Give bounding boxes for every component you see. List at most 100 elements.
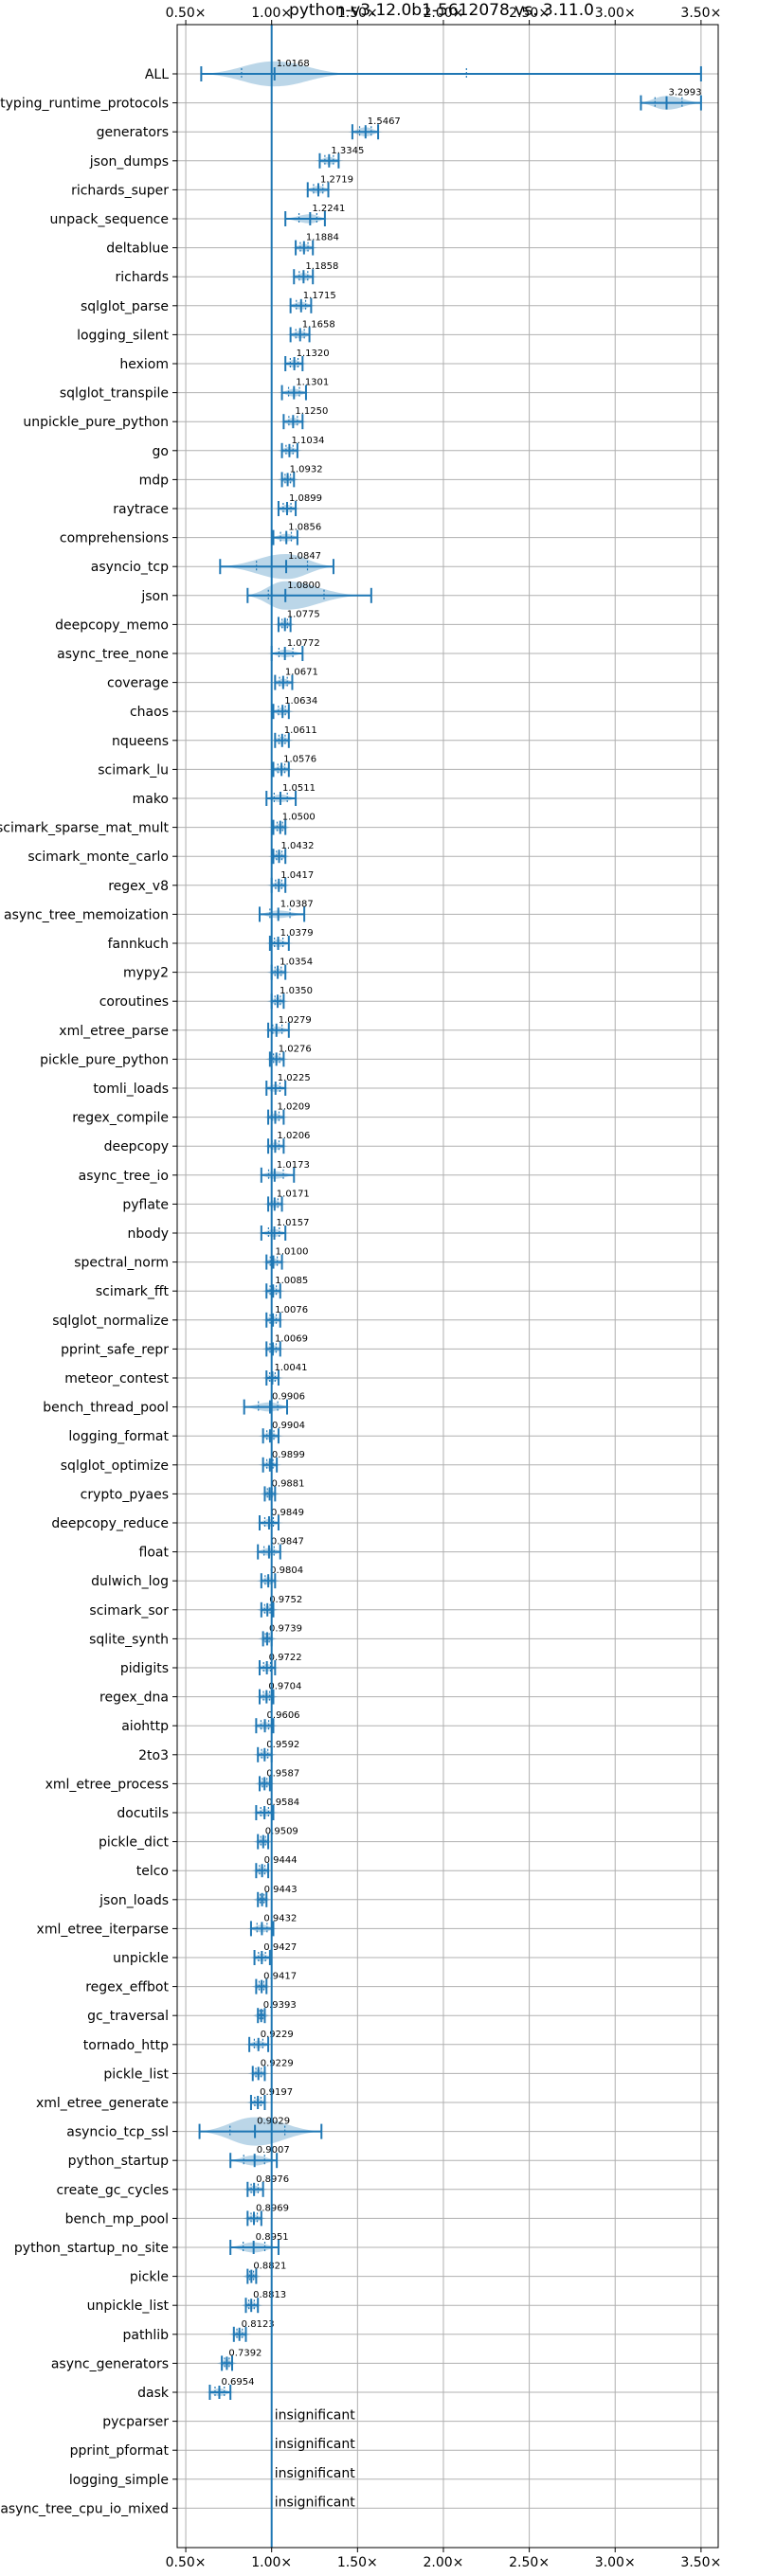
data-label: 1.1715 xyxy=(303,291,336,301)
row-label: richards xyxy=(116,270,170,285)
row-label: fannkuch xyxy=(108,937,169,952)
data-label: 1.0432 xyxy=(281,841,315,851)
chart-title: python-v3.12.0b1-5612078 vs. 3.11.0 xyxy=(289,1,594,20)
row-label: asyncio_tcp xyxy=(91,560,169,575)
row-label: deltablue xyxy=(106,242,169,257)
row-label: pickle_list xyxy=(103,2066,169,2082)
data-label: 0.9427 xyxy=(263,1942,297,1953)
row-label: sqlite_synth xyxy=(89,1632,169,1647)
data-label: 0.9739 xyxy=(269,1623,302,1634)
data-label: 1.0171 xyxy=(277,1189,310,1199)
marks-layer: 1.0168 3.2993 1.5467 1.3345 1.2719 1.2241 1.18… xyxy=(198,59,704,2510)
data-label: 1.2241 xyxy=(312,204,345,214)
row-label: json xyxy=(140,589,169,604)
row-label: async_tree_none xyxy=(57,647,169,662)
row-label: scimark_sparse_mat_mult xyxy=(0,821,170,836)
data-label: 0.9592 xyxy=(266,1740,299,1750)
data-label: 1.0899 xyxy=(289,493,322,504)
row-label: deepcopy xyxy=(104,1139,169,1154)
top-tick-labels: 0.50× 1.00× 1.50× 2.00× 2.50× 3.00× 3.50× xyxy=(166,6,722,21)
row-label: nqueens xyxy=(112,734,169,749)
data-label: 1.0279 xyxy=(279,1015,312,1026)
row-label: deepcopy_reduce xyxy=(51,1516,169,1531)
data-label: 0.9722 xyxy=(269,1653,302,1663)
data-label: 1.1301 xyxy=(296,378,329,388)
data-label: 1.0800 xyxy=(287,581,320,591)
x-tick-label-bottom: 2.00× xyxy=(424,2555,464,2570)
data-label: 1.0276 xyxy=(279,1044,312,1054)
row-label: pyflate xyxy=(122,1197,169,1212)
data-label: 1.0209 xyxy=(277,1102,310,1113)
data-label: 1.0511 xyxy=(282,783,316,794)
data-label: 1.0775 xyxy=(287,609,320,619)
row-label: scimark_monte_carlo xyxy=(27,850,169,865)
data-label: 0.9752 xyxy=(269,1595,302,1605)
data-label: 0.9606 xyxy=(267,1710,300,1721)
data-label: 1.1034 xyxy=(291,436,324,446)
row-label: xml_etree_generate xyxy=(36,2096,169,2111)
row-label: float xyxy=(139,1546,170,1561)
insignificant-label: insignificant xyxy=(275,2466,356,2481)
data-label: 1.0932 xyxy=(290,464,323,474)
row-label: regex_compile xyxy=(72,1111,169,1126)
row-label: bench_thread_pool xyxy=(43,1401,169,1416)
data-label: 1.0173 xyxy=(277,1160,310,1171)
grid-layer xyxy=(172,20,718,2552)
row-label: pickle_dict xyxy=(99,1835,170,1851)
row-label: xml_etree_iterparse xyxy=(37,1922,169,1937)
row-label: python_startup_no_site xyxy=(14,2241,169,2256)
data-label: 1.0041 xyxy=(274,1363,307,1373)
row-label: spectral_norm xyxy=(74,1256,169,1271)
row-label: unpack_sequence xyxy=(50,212,169,227)
data-label: 0.9587 xyxy=(266,1768,299,1779)
data-label: 0.9229 xyxy=(261,2058,294,2068)
x-tick-label-bottom: 3.50× xyxy=(680,2555,721,2570)
row-label: regex_dna xyxy=(99,1690,169,1706)
data-label: 0.9849 xyxy=(271,1508,304,1518)
data-label: 1.0847 xyxy=(288,551,321,562)
row-label: dulwich_log xyxy=(91,1574,169,1589)
data-label: 1.1658 xyxy=(302,319,335,330)
data-label: 1.0856 xyxy=(288,523,321,533)
row-label: async_tree_memoization xyxy=(4,907,169,922)
row-label: async_generators xyxy=(51,2356,169,2371)
data-label: 0.8813 xyxy=(253,2290,286,2300)
row-label: json_dumps xyxy=(89,154,169,170)
row-label: scimark_lu xyxy=(98,762,169,778)
row-label: coverage xyxy=(107,676,169,691)
data-label: 1.1884 xyxy=(306,233,339,243)
row-label: logging_format xyxy=(68,1429,169,1444)
insignificant-label: insignificant xyxy=(275,2408,356,2424)
row-label: crypto_pyaes xyxy=(81,1487,169,1502)
row-label: mdp xyxy=(139,473,170,488)
x-tick-label-bottom: 1.50× xyxy=(337,2555,378,2570)
data-label: 0.7392 xyxy=(228,2348,262,2358)
data-label: 0.8123 xyxy=(242,2319,275,2330)
row-label: tomli_loads xyxy=(93,1082,169,1097)
data-label: 0.9899 xyxy=(272,1450,305,1460)
data-label: 0.9393 xyxy=(263,2000,297,2011)
data-label: 1.0772 xyxy=(287,638,320,649)
row-label: logging_simple xyxy=(69,2473,169,2488)
data-label: 0.9509 xyxy=(265,1827,298,1837)
data-label: 1.0671 xyxy=(285,668,318,678)
data-label: 1.3345 xyxy=(331,146,364,156)
row-label: xml_etree_parse xyxy=(59,1024,169,1039)
x-tick-label-bottom: 3.00× xyxy=(595,2555,636,2570)
x-tick-label-top: 2.50× xyxy=(509,6,550,21)
row-label: raytrace xyxy=(113,502,169,517)
row-label: regex_effbot xyxy=(85,1980,169,1995)
row-label: unpickle_list xyxy=(87,2299,170,2314)
data-label: 0.9029 xyxy=(257,2117,290,2127)
row-label: meteor_contest xyxy=(64,1371,169,1386)
row-label: deepcopy_memo xyxy=(55,617,169,633)
insignificant-label: insignificant xyxy=(275,2437,356,2452)
data-label: 1.0206 xyxy=(277,1131,310,1141)
data-label: 1.0379 xyxy=(280,928,314,939)
row-label: unpickle_pure_python xyxy=(23,415,169,430)
x-tick-label-bottom: 2.50× xyxy=(509,2555,550,2570)
data-label: 0.9804 xyxy=(270,1565,303,1576)
row-label: chaos xyxy=(130,705,169,720)
row-label: hexiom xyxy=(119,357,169,372)
